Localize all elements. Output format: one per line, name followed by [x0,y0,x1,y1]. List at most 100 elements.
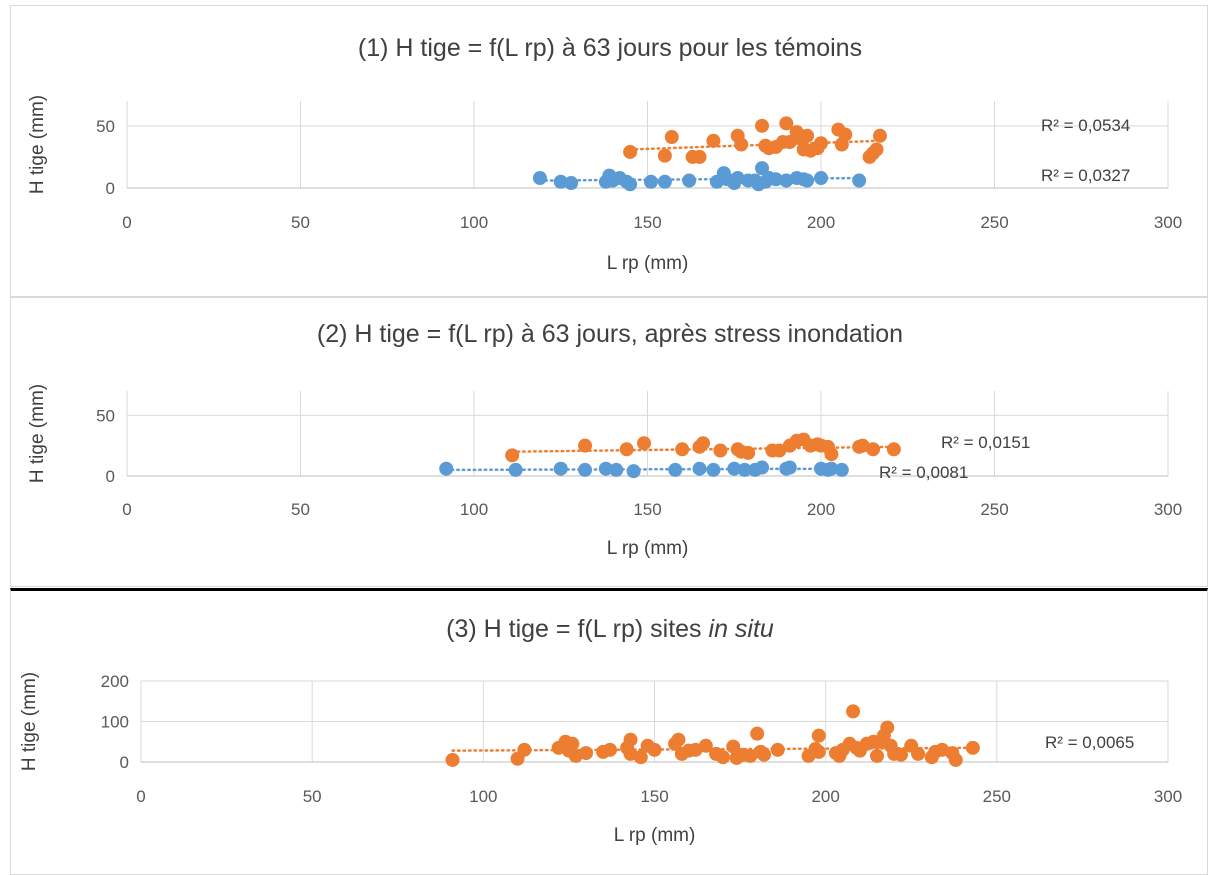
data-point [734,137,749,152]
data-point [800,128,815,143]
scatter-chart-3: (3) H tige = f(L rp) sites in situ 0 50 100… [19,615,1182,846]
x-tick-label: 50 [291,500,310,519]
data-point [565,736,580,751]
data-point [626,464,641,479]
x-tick-label: 200 [807,213,835,232]
data-point [757,747,772,762]
data-point [505,448,520,463]
y-tick-label: 50 [96,406,115,425]
x-tick-label: 50 [291,213,310,232]
data-point [657,174,672,189]
data-point [675,442,690,457]
y-axis-label: H tige (mm) [19,672,40,771]
x-tick-label: 250 [980,213,1008,232]
chart-title: (1) H tige = f(L rp) à 63 jours pour les… [358,34,862,62]
data-point [838,127,853,142]
y-tick-label: 200 [101,672,129,691]
data-point [637,436,652,451]
x-tick-label: 0 [136,787,145,806]
data-point [869,142,884,157]
x-tick-label: 50 [303,787,322,806]
data-point [619,442,634,457]
data-point [811,744,826,759]
x-axis-label: L rp (mm) [614,825,696,846]
data-point [445,752,460,767]
y-tick-label: 100 [101,713,129,732]
data-point [893,747,908,762]
x-axis-label: L rp (mm) [607,253,689,274]
data-point [713,443,728,458]
data-point [692,461,707,476]
x-tick-label: 250 [983,787,1011,806]
data-point [800,173,815,188]
x-tick-label: 0 [122,213,131,232]
y-tick-label: 0 [106,467,115,486]
data-point [768,172,783,187]
data-point [706,462,721,477]
data-point [664,130,679,145]
data-point [814,171,828,186]
x-tick-label: 100 [460,500,488,519]
data-point [779,116,794,131]
data-point [696,436,711,451]
y-axis-label: H tige (mm) [27,384,48,483]
data-point [824,461,839,476]
data-point [911,746,926,761]
data-point [706,133,721,148]
data-point [657,148,672,163]
data-point [553,174,568,189]
chart-panel-1: (1) H tige = f(L rp) à 63 jours pour les… [10,5,1208,297]
x-tick-label: 150 [633,500,661,519]
data-point [866,442,881,457]
chart-panel-3: (3) H tige = f(L rp) sites in situ 0 50 100… [10,588,1208,875]
chart-title: (2) H tige = f(L rp) à 63 jours, après s… [317,320,903,348]
data-point [508,462,523,477]
data-point [755,161,770,176]
data-point [814,136,828,151]
r-squared-label: R² = 0,0065 [1045,733,1134,752]
data-point [602,742,617,757]
data-point [532,171,547,186]
y-tick-label: 0 [120,753,129,772]
x-tick-label: 100 [469,787,497,806]
data-point [852,173,867,188]
data-point [965,740,980,755]
data-point [872,128,887,143]
y-tick-label: 50 [96,117,115,136]
data-point [737,462,752,477]
data-point [755,118,770,133]
x-axis-label: L rp (mm) [607,538,689,559]
data-point [880,720,895,735]
data-point [668,462,683,477]
data-point [715,750,730,765]
data-point [647,742,662,757]
data-point [439,461,454,476]
data-point [834,462,849,477]
data-point [609,462,624,477]
r-squared-label: R² = 0,0081 [879,463,968,482]
data-point [633,750,648,765]
data-point [824,447,839,462]
data-point [750,726,765,741]
data-point [598,461,613,476]
x-tick-label: 200 [807,500,835,519]
data-point [886,442,901,457]
data-point [741,445,756,460]
data-point [579,746,594,761]
scatter-chart-2: (2) H tige = f(L rp) à 63 jours, après s… [27,320,1182,559]
x-tick-label: 100 [460,213,488,232]
data-point [578,438,593,453]
x-tick-label: 200 [811,787,839,806]
data-point [948,752,963,767]
data-point [726,739,741,754]
chart-title: (3) H tige = f(L rp) sites in situ [446,615,774,643]
scatter-chart-1: (1) H tige = f(L rp) à 63 jours pour les… [27,34,1182,274]
x-tick-label: 300 [1154,213,1182,232]
data-point [643,174,658,189]
data-point [564,176,579,191]
r-squared-label: R² = 0,0151 [941,433,1030,452]
data-point [578,462,593,477]
data-point [772,443,787,458]
data-point [870,748,885,763]
data-point [623,144,638,159]
